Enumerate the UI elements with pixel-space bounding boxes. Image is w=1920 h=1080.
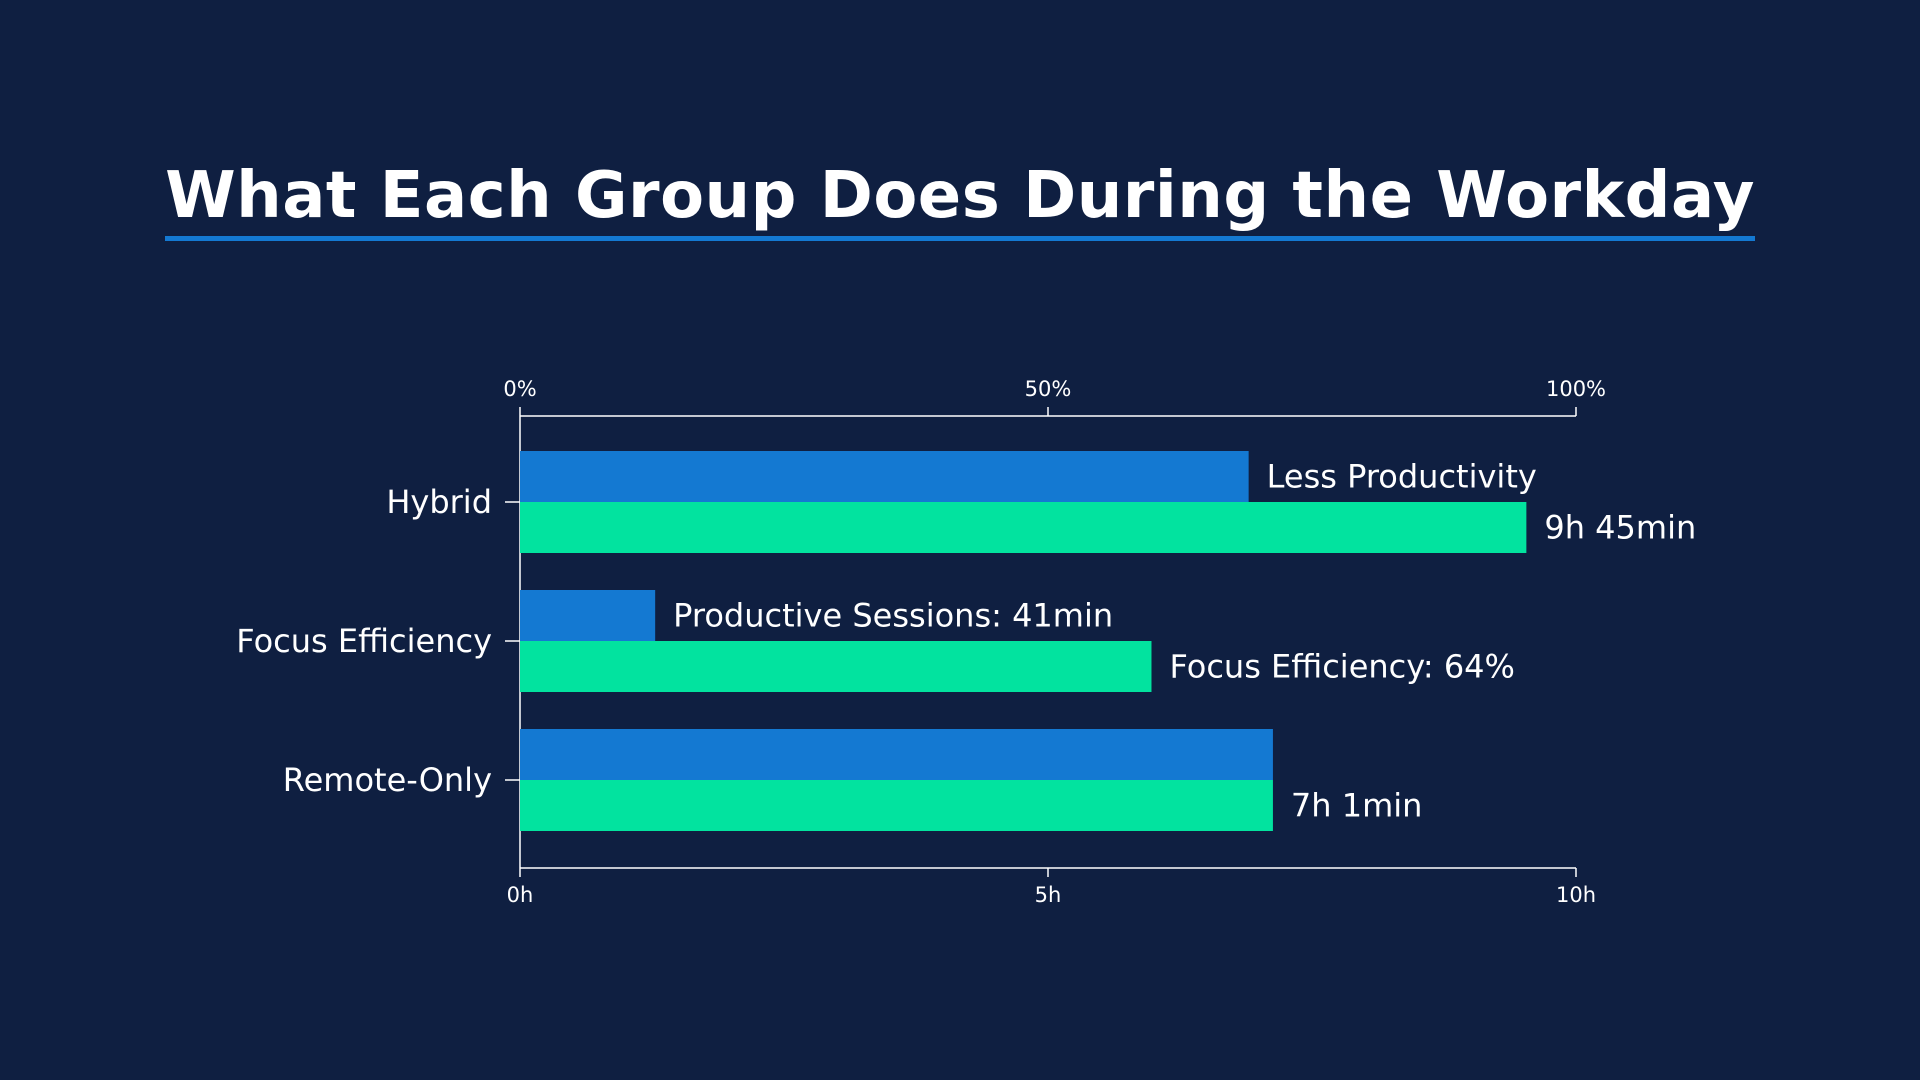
chart-title: What Each Group Does During the Workday	[165, 159, 1755, 241]
category-label: Remote-Only	[283, 761, 492, 799]
bar-data-label: 7h 1min	[1291, 787, 1423, 825]
top-axis-tick-label: 100%	[1546, 377, 1606, 401]
bottom-axis-tick-label: 0h	[507, 883, 534, 907]
bar-top-series	[520, 590, 656, 641]
bar-data-label: 9h 45min	[1544, 509, 1696, 547]
bar-data-label: Productive Sessions: 41min	[673, 597, 1113, 635]
category-label: Hybrid	[386, 483, 492, 521]
bar-top-series	[520, 451, 1249, 502]
bottom-axis-tick-label: 5h	[1035, 883, 1062, 907]
bar-bottom-series	[520, 780, 1273, 831]
category-label: Focus Efficiency	[236, 622, 492, 660]
bottom-axis-tick-label: 10h	[1556, 883, 1596, 907]
bar-bottom-series	[520, 502, 1527, 553]
bar-bottom-series	[520, 641, 1152, 692]
title-container: What Each Group Does During the Workday	[0, 159, 1920, 241]
bar-data-label: Focus Efficiency: 64%	[1169, 648, 1514, 686]
bar-data-label: Less Productivity	[1267, 458, 1537, 496]
top-axis-tick-label: 0%	[503, 377, 536, 401]
top-axis-tick-label: 50%	[1025, 377, 1072, 401]
bar-top-series	[520, 729, 1273, 780]
